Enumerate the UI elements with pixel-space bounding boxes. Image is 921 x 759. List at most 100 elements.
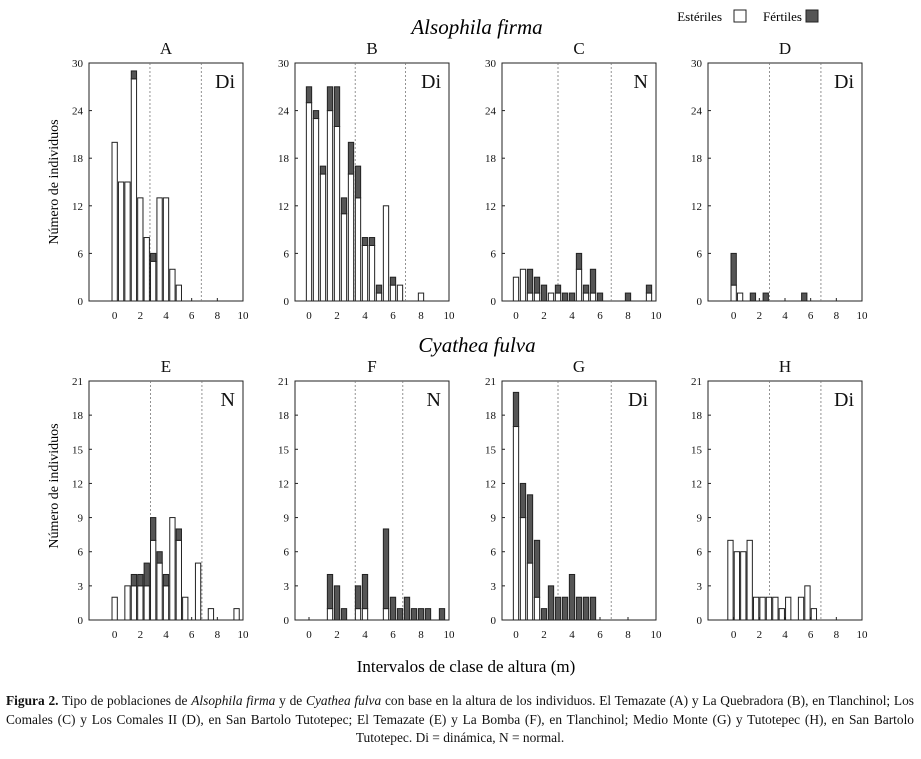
panel-g-ytick-label-3: 3 xyxy=(491,581,497,593)
panel-c-xtick-label-6: 6 xyxy=(597,310,603,322)
panel-h-ytick-label-21: 21 xyxy=(691,376,702,388)
panel-g-ytick-label-9: 9 xyxy=(491,513,497,525)
panel-e-xtick-label-4: 4 xyxy=(163,629,169,641)
panel-e-bar-sterile-9 xyxy=(175,539,182,621)
y-axis-label-bottom: Número de individuos xyxy=(47,423,62,548)
panel-a-ytick-label-12: 12 xyxy=(72,201,83,213)
panel-h-bar-sterile-12 xyxy=(804,585,811,621)
panel-h-xtick-label-0: 0 xyxy=(731,629,737,641)
caption-species-2: Cyathea fulva xyxy=(306,693,382,708)
panel-b-bar-fertile-2 xyxy=(319,165,327,175)
panel-f-ytick-label-12: 12 xyxy=(278,478,289,490)
panel-c-ytick-label-30: 30 xyxy=(485,58,497,70)
panel-a-bar-sterile-2 xyxy=(124,181,131,302)
panel-g-bar-fertile-9 xyxy=(575,596,583,621)
panel-h-ytick-label-18: 18 xyxy=(691,410,703,422)
panel-e-bar-sterile-10 xyxy=(182,596,189,621)
panel-f-bar-fertile-7 xyxy=(396,608,404,621)
panel-h-xtick-label-6: 6 xyxy=(808,629,814,641)
panel-b-bar-sterile-15 xyxy=(417,292,425,302)
panel-b-bar-sterile-4 xyxy=(333,125,341,302)
panel-g-ytick-label-0: 0 xyxy=(491,615,497,627)
panel-b-bar-sterile-5 xyxy=(340,213,348,302)
panel-e-bar-fertile-9 xyxy=(175,528,182,541)
panel-a-xtick-label-10: 10 xyxy=(238,310,250,322)
panel-e-xtick-label-2: 2 xyxy=(138,629,144,641)
panel-g-ytick-label-15: 15 xyxy=(485,444,497,456)
panel-c-bar-fertile-12 xyxy=(596,292,604,302)
panel-h-xtick-label-4: 4 xyxy=(782,629,788,641)
panel-d-xtick-label-6: 6 xyxy=(808,310,814,322)
panel-c-bar-sterile-5 xyxy=(547,292,555,302)
panel-e-bar-sterile-1 xyxy=(124,585,131,621)
panel-e-bar-fertile-4 xyxy=(143,562,150,587)
panel-f-bar-fertile-8 xyxy=(403,596,411,621)
panel-a-bar-sterile-7 xyxy=(156,197,163,302)
panel-f-bar-fertile-2 xyxy=(340,608,348,621)
panel-h-bar-sterile-11 xyxy=(797,596,805,621)
panel-c-xtick-label-0: 0 xyxy=(513,310,519,322)
panel-c-letter: C xyxy=(573,39,584,58)
panel-c-bar-fertile-4 xyxy=(540,284,548,302)
panel-c-bar-sterile-3 xyxy=(533,292,541,302)
panel-h-bar-sterile-2 xyxy=(740,551,747,621)
panel-b-xtick-label-4: 4 xyxy=(362,310,368,322)
panel-g-xtick-label-10: 10 xyxy=(651,629,663,641)
panel-g-bar-sterile-1 xyxy=(519,517,527,621)
panel-c-bar-fertile-6 xyxy=(554,284,562,294)
panel-c-bar-sterile-2 xyxy=(526,292,534,302)
panel-e-ytick-label-9: 9 xyxy=(78,513,84,525)
panel-e-letter: E xyxy=(161,357,171,376)
panel-e-class-label: N xyxy=(221,389,235,411)
panel-b-bar-sterile-12 xyxy=(389,284,397,302)
panel-c-bar-fertile-10 xyxy=(582,284,590,294)
panel-a-ytick-label-24: 24 xyxy=(72,106,84,118)
panel-f-ytick-label-0: 0 xyxy=(284,615,290,627)
panel-h-ytick-label-6: 6 xyxy=(697,547,703,559)
panel-d-ytick-label-12: 12 xyxy=(691,201,702,213)
panel-e-ytick-label-18: 18 xyxy=(72,410,84,422)
panel-c-xtick-label-2: 2 xyxy=(541,310,547,322)
panel-h-bar-sterile-3 xyxy=(746,539,753,621)
panel-a-bar-sterile-0 xyxy=(111,141,118,302)
panel-c-ytick-label-24: 24 xyxy=(485,106,497,118)
panel-h-xtick-label-10: 10 xyxy=(857,629,869,641)
panel-f-ytick-label-3: 3 xyxy=(284,581,290,593)
panel-b-bar-sterile-11 xyxy=(382,205,390,302)
panel-b-bar-sterile-7 xyxy=(354,197,362,302)
panel-g-bar-sterile-2 xyxy=(526,562,534,621)
panel-b-bar-fertile-7 xyxy=(354,165,362,199)
panel-h-xtick-label-8: 8 xyxy=(834,629,840,641)
panel-a-bar-fertile-3 xyxy=(130,70,138,80)
panel-c-xtick-label-10: 10 xyxy=(651,310,663,322)
panel-c-bar-fertile-2 xyxy=(526,268,534,294)
panel-d-bar-sterile-1 xyxy=(736,292,744,302)
panel-b-bar-fertile-12 xyxy=(389,276,397,286)
panel-b-bar-fertile-5 xyxy=(340,197,348,215)
panel-b-bar-fertile-8 xyxy=(361,237,369,246)
panel-b-bar-sterile-9 xyxy=(368,244,376,302)
panel-b-xtick-label-10: 10 xyxy=(444,310,456,322)
panel-h-bar-sterile-0 xyxy=(727,539,734,621)
panel-b-bar-sterile-10 xyxy=(375,292,383,302)
panel-g-bar-fertile-0 xyxy=(512,391,520,428)
panel-d-xtick-label-10: 10 xyxy=(857,310,869,322)
panel-b-bar-fertile-1 xyxy=(312,110,320,120)
panel-a-bar-sterile-4 xyxy=(137,197,144,302)
panel-e-bar-fertile-6 xyxy=(156,551,163,564)
panel-e-bar-sterile-3 xyxy=(137,585,144,621)
panel-c-bar-fertile-7 xyxy=(561,292,569,302)
caption-text-1: Tipo de poblaciones de xyxy=(58,693,192,708)
panel-f-class-label: N xyxy=(427,389,441,411)
panel-b-letter: B xyxy=(366,39,377,58)
panel-f-frame xyxy=(294,380,450,621)
legend-sterile-label: Estériles xyxy=(677,9,722,24)
panel-h: 0 3 6 9 12 15 18 21 0 2 4 6 8 10 H Di xyxy=(691,357,868,641)
panel-f-bar-fertile-4 xyxy=(361,573,369,610)
panel-b-bar-fertile-4 xyxy=(333,86,341,127)
panel-b-xtick-label-0: 0 xyxy=(306,310,312,322)
panel-a-bar-sterile-3 xyxy=(130,78,138,302)
panel-g-xtick-label-0: 0 xyxy=(513,629,519,641)
